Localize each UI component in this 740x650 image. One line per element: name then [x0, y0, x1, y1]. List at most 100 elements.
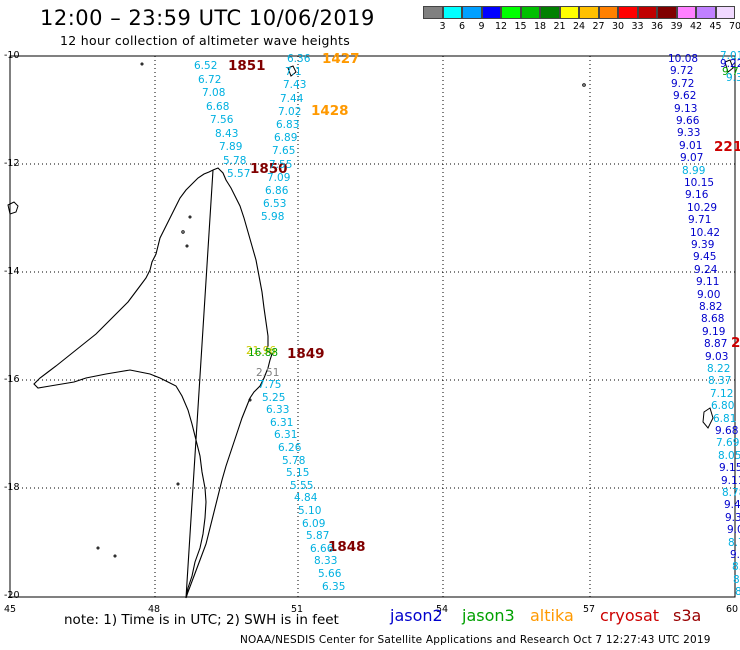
swh-value: 7.12 [710, 388, 734, 400]
color-swatch-label: 27 [592, 21, 605, 32]
color-swatch-label: 36 [650, 21, 664, 32]
pass-label: 221 [714, 139, 740, 155]
color-swatch [676, 6, 696, 19]
swh-value: 6.26 [278, 442, 302, 454]
swh-value: 10.08 [668, 53, 699, 65]
swh-value: 9.11 [721, 475, 740, 487]
color-swatch [715, 6, 735, 19]
swh-value: 6.86 [265, 185, 289, 197]
swh-value: 9.62 [673, 90, 697, 102]
swh-value: 8.68 [701, 313, 725, 325]
lat-label: -16 [4, 374, 20, 385]
swh-value: 9.3 [726, 72, 740, 84]
lon-label: 45 [4, 604, 17, 615]
color-swatch-label: 21 [553, 21, 566, 32]
lon-label: 60 [726, 604, 739, 615]
swh-value: 6.35 [322, 581, 346, 593]
swh-value: 9.66 [676, 115, 700, 127]
color-swatch-label: 45 [709, 21, 722, 32]
swh-value: 6.81 [713, 413, 737, 425]
swh-value: 9.33 [677, 127, 701, 139]
swh-value: 6.89 [274, 132, 298, 144]
color-swatch [637, 6, 657, 19]
swh-value: 7.89 [219, 141, 243, 153]
swh-value: 7.56 [210, 114, 234, 126]
swh-value: 9.39 [691, 239, 715, 251]
legend-altika: altika [530, 606, 574, 625]
color-swatch [618, 6, 638, 19]
swh-value: 7.75 [258, 379, 282, 391]
map-subtitle: 12 hour collection of altimeter wave hei… [60, 33, 351, 48]
color-swatch-label: 3 [439, 21, 446, 32]
lon-label: 51 [291, 604, 304, 615]
map-frame [9, 55, 736, 598]
lon-label: 48 [148, 604, 161, 615]
swh-value: 6.09 [302, 518, 326, 530]
swh-value: 9.45 [693, 251, 717, 263]
swh-value: 16.88 [248, 347, 279, 359]
swh-value: 9.09 [727, 524, 740, 536]
color-swatch [559, 6, 579, 19]
color-swatch-label: 42 [689, 21, 703, 32]
swh-value: 7.09 [267, 172, 291, 184]
swh-value: 8.99 [682, 165, 706, 177]
swh-value: 9.24 [694, 264, 718, 276]
swh-value: 6.52 [194, 60, 218, 72]
swh-value: 7.02 [278, 106, 302, 118]
legend-jason2: jason2 [390, 606, 443, 625]
color-swatch-label: 24 [572, 21, 586, 32]
color-swatch [579, 6, 599, 19]
swh-value: 7.08 [202, 87, 226, 99]
swh-value: 9.03 [705, 351, 729, 363]
swh-value: 9.16 [685, 189, 709, 201]
swh-value: 7.69 [716, 437, 740, 449]
color-swatch-label: 70 [728, 21, 740, 32]
swh-value: 8.39 [735, 586, 740, 598]
swh-value: 8.43 [215, 128, 239, 140]
swh-value: 5.10 [298, 505, 322, 517]
color-swatch [598, 6, 618, 19]
swh-value: 9.01 [679, 140, 703, 152]
map-title: 12:00 – 23:59 UTC 10/06/2019 [40, 6, 375, 30]
swh-value: 5.87 [306, 530, 330, 542]
pass-label: 1428 [311, 103, 349, 119]
swh-value: 6.31 [270, 417, 294, 429]
swh-value: 5.66 [318, 568, 342, 580]
pass-label: 1851 [228, 58, 266, 74]
swh-value: 9.7 [722, 66, 739, 78]
swh-value: 9.41 [724, 499, 740, 511]
swh-value: 7.01 [720, 50, 740, 62]
lat-label: -14 [4, 266, 20, 277]
color-swatch [520, 6, 540, 19]
swh-value: 6.31 [274, 429, 298, 441]
swh-value: 9.19 [702, 326, 726, 338]
swh-value: 5.98 [261, 211, 285, 223]
swh-value: 7.44 [280, 93, 304, 105]
color-swatch [423, 6, 443, 19]
swh-value: 7.1 [285, 66, 302, 78]
swh-value: 6.36 [287, 53, 311, 65]
swh-value: 9.00 [697, 289, 721, 301]
color-swatch-label: 9 [478, 21, 485, 32]
swh-value: 9.07 [680, 152, 704, 164]
lat-label: -18 [4, 482, 20, 493]
swh-value: 9.68 [715, 425, 739, 437]
legend-s3a: s3a [673, 606, 702, 625]
color-swatch [442, 6, 462, 19]
swh-value: 8.22 [707, 363, 731, 375]
swh-value: 4.84 [294, 492, 318, 504]
swh-value: 5.57 [227, 168, 251, 180]
swh-value: 9.72 [670, 65, 694, 77]
swh-value: 9.72 [671, 78, 695, 90]
swh-value: 9.71 [688, 214, 712, 226]
swh-value: 8.33 [314, 555, 338, 567]
lat-label: -12 [4, 158, 20, 169]
swh-value: 5.78 [223, 155, 247, 167]
swh-value: 6.66 [310, 543, 334, 555]
swh-value: 8.82 [699, 301, 723, 313]
swh-value: 8.05 [718, 450, 740, 462]
swh-value: 5.55 [290, 480, 314, 492]
swh-value: 8.82 [733, 574, 740, 586]
color-swatch [657, 6, 677, 19]
